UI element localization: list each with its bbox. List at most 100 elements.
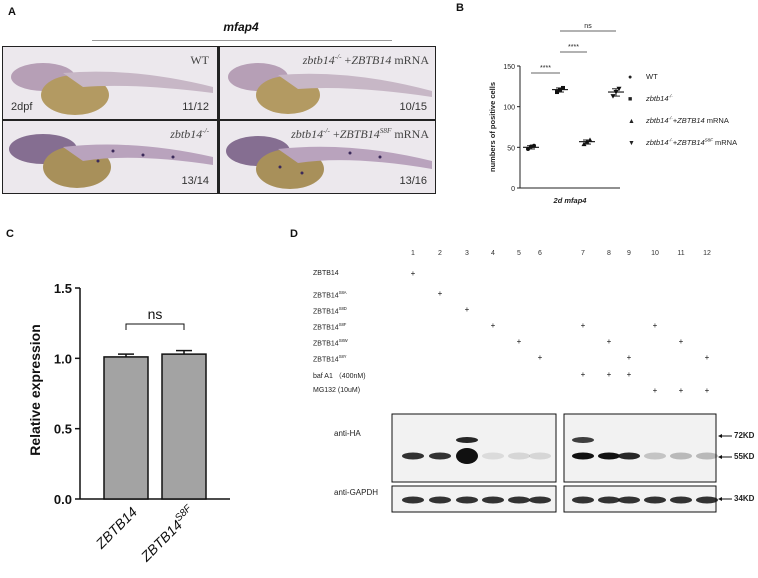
data-point	[555, 90, 559, 95]
gapdh-band	[572, 496, 594, 504]
treatment-label: ZBTB14S8F	[313, 322, 347, 332]
x-tick-label: ZBTB14S8F	[136, 502, 199, 565]
significance-label: ****	[568, 44, 579, 51]
embryo-tile-rescue: zbtb14-/- +ZBTB14 mRNA 10/15	[220, 47, 435, 119]
ha-band	[598, 452, 620, 460]
lane-number: 5	[517, 250, 521, 257]
embryo-mutant-image	[9, 134, 213, 188]
lane-number: 11	[677, 250, 685, 257]
data-point	[584, 139, 590, 144]
legend-entry: ● WT	[628, 66, 658, 84]
data-point	[558, 87, 562, 92]
lane-number: 1	[411, 250, 415, 257]
legend-entry: ■ zbtb14-/-	[628, 88, 673, 106]
legend-label: zbtb14-/-	[646, 93, 673, 104]
plus-mark: +	[626, 353, 632, 362]
legend-entry: ▲ zbtb14-/-+ZBTB14 mRNA	[628, 110, 729, 128]
tile3-genotype: zbtb14-/-	[170, 127, 209, 141]
embryo-image-grid: WT 2dpf 11/12 zbtb14-/- +ZBTB14 mRNA 10/…	[2, 46, 436, 194]
tile1-count: 11/12	[182, 101, 209, 113]
treatment-label: ZBTB14S8W	[313, 338, 348, 348]
data-point	[587, 137, 593, 143]
ha-band	[402, 452, 424, 460]
x-axis-label: 2d mfap4	[553, 196, 588, 205]
ha-band	[572, 452, 594, 460]
embryo-wt-image	[11, 63, 213, 115]
legend-label: zbtb14-/-+ZBTB14 mRNA	[646, 115, 729, 126]
panel-b-label: B	[456, 2, 464, 14]
y-axis-label: Relative expression	[27, 324, 43, 456]
plus-mark: +	[678, 386, 684, 395]
gapdh-band	[402, 496, 424, 504]
blot-ha-left	[391, 413, 557, 483]
plus-mark: +	[580, 321, 586, 330]
y-tick-label: 100	[503, 105, 515, 112]
marker-arrowhead	[718, 434, 722, 438]
tile4-count: 13/16	[399, 175, 427, 187]
legend-marker: ●	[628, 74, 633, 81]
gapdh-band	[670, 496, 692, 504]
data-point	[610, 94, 616, 99]
ha-band	[429, 452, 451, 460]
bar-chart-relative-expression: 0.0 0.5 1.0 1.5 Relative expression ZBTB14ZBT…	[27, 281, 230, 565]
plus-mark: +	[678, 337, 684, 346]
treatment-label: ZBTB14S8A	[313, 290, 347, 300]
panel-a-title: mfap4	[223, 20, 259, 34]
tile3-count: 13/14	[181, 175, 209, 187]
bar	[161, 353, 207, 500]
y-tick-label: 150	[503, 64, 515, 71]
lane-number: 2	[438, 250, 442, 257]
y-tick-label: 0.5	[54, 422, 72, 437]
treatment-label: ZBTB14	[313, 270, 339, 277]
plus-mark: +	[537, 353, 543, 362]
plus-mark: +	[652, 386, 658, 395]
gapdh-band	[429, 496, 451, 504]
significance-label: ns	[148, 306, 163, 322]
lane-number: 9	[627, 250, 631, 257]
data-point	[581, 141, 587, 147]
gapdh-band	[618, 496, 640, 504]
plus-mark: +	[704, 386, 710, 395]
plus-mark: +	[606, 337, 612, 346]
panel-d-label: D	[290, 228, 298, 240]
marker-arrowhead	[718, 497, 722, 501]
x-tick-label-superscript: S8F	[173, 502, 194, 523]
embryo-tile-wt: WT 2dpf 11/12	[3, 47, 217, 119]
marker-34kd: 34KD	[734, 494, 755, 503]
data-point	[529, 144, 533, 149]
ha-band	[482, 452, 504, 460]
gapdh-band	[644, 496, 666, 504]
treatment-label: MG132 (10uM)	[313, 387, 361, 394]
embryo-s8f-image	[226, 136, 432, 189]
scatter-chart-positive-cells: 0 50 100 150 numbers of positive cells 2d mfa…	[488, 23, 624, 205]
gapdh-band	[529, 496, 551, 504]
significance-bracket	[125, 323, 185, 330]
tile1-genotype: WT	[190, 53, 209, 67]
plus-mark: +	[626, 370, 632, 379]
gapdh-band	[696, 496, 718, 504]
lane-number: 6	[538, 250, 542, 257]
legend-label: zbtb14-/-+ZBTB14S8F mRNA	[646, 137, 738, 148]
tile4-genotype: zbtb14-/- +ZBTB14S8F mRNA	[291, 127, 429, 141]
ha-band	[508, 452, 530, 460]
ha-band	[696, 452, 718, 460]
tile1-age: 2dpf	[11, 101, 33, 113]
data-point	[613, 90, 619, 95]
plus-mark: +	[437, 289, 443, 298]
lane-number: 12	[703, 250, 711, 257]
legend-label: WT	[646, 72, 658, 81]
plus-mark: +	[516, 337, 522, 346]
blot-ha-right	[563, 413, 717, 483]
gapdh-band	[456, 496, 478, 504]
embryo-tile-s8f: zbtb14-/- +ZBTB14S8F mRNA 13/16	[220, 121, 435, 193]
marker-55kd: 55KD	[734, 452, 755, 461]
plus-mark: +	[410, 269, 416, 278]
treatment-label: baf A1 （400nM)	[313, 373, 366, 380]
panel-a-label: A	[8, 6, 16, 18]
data-point	[616, 86, 622, 92]
data-point	[526, 146, 530, 151]
y-tick-label: 1.0	[54, 351, 72, 366]
marker-arrowhead	[718, 455, 722, 459]
panel-a-title-line	[92, 40, 392, 41]
treatment-label: ZBTB14S8Y	[313, 354, 347, 364]
